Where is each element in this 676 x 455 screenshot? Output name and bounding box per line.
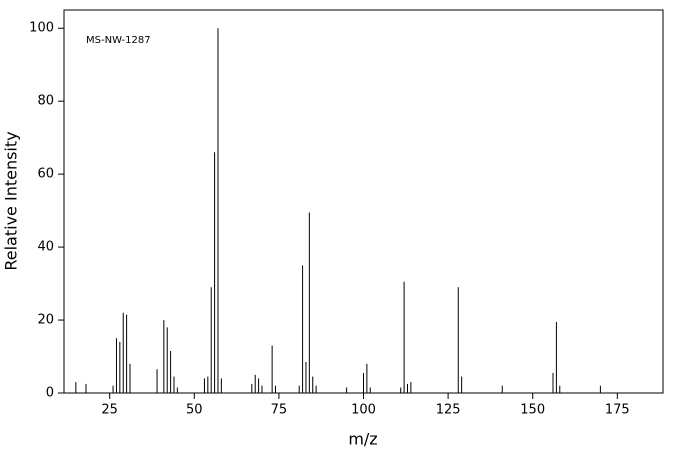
y-tick-label: 100 <box>29 21 54 36</box>
x-tick-label: 100 <box>351 403 376 418</box>
plot-frame <box>63 9 664 394</box>
y-tick-label: 60 <box>37 167 54 182</box>
y-axis-title: Relative Intensity <box>2 131 21 270</box>
x-tick-label: 25 <box>101 403 118 418</box>
y-tick-label: 0 <box>46 386 54 401</box>
x-tick-label: 175 <box>605 403 630 418</box>
y-tick-label: 20 <box>37 313 54 328</box>
x-tick-label: 50 <box>186 403 203 418</box>
x-tick-label: 125 <box>436 403 461 418</box>
annotation: MS-NW-1287 <box>86 35 151 46</box>
y-tick-label: 80 <box>37 94 54 109</box>
x-tick-label: 150 <box>520 403 545 418</box>
x-tick-label: 75 <box>271 403 288 418</box>
y-tick-label: 40 <box>37 240 54 255</box>
x-axis-title: m/z <box>348 430 377 449</box>
